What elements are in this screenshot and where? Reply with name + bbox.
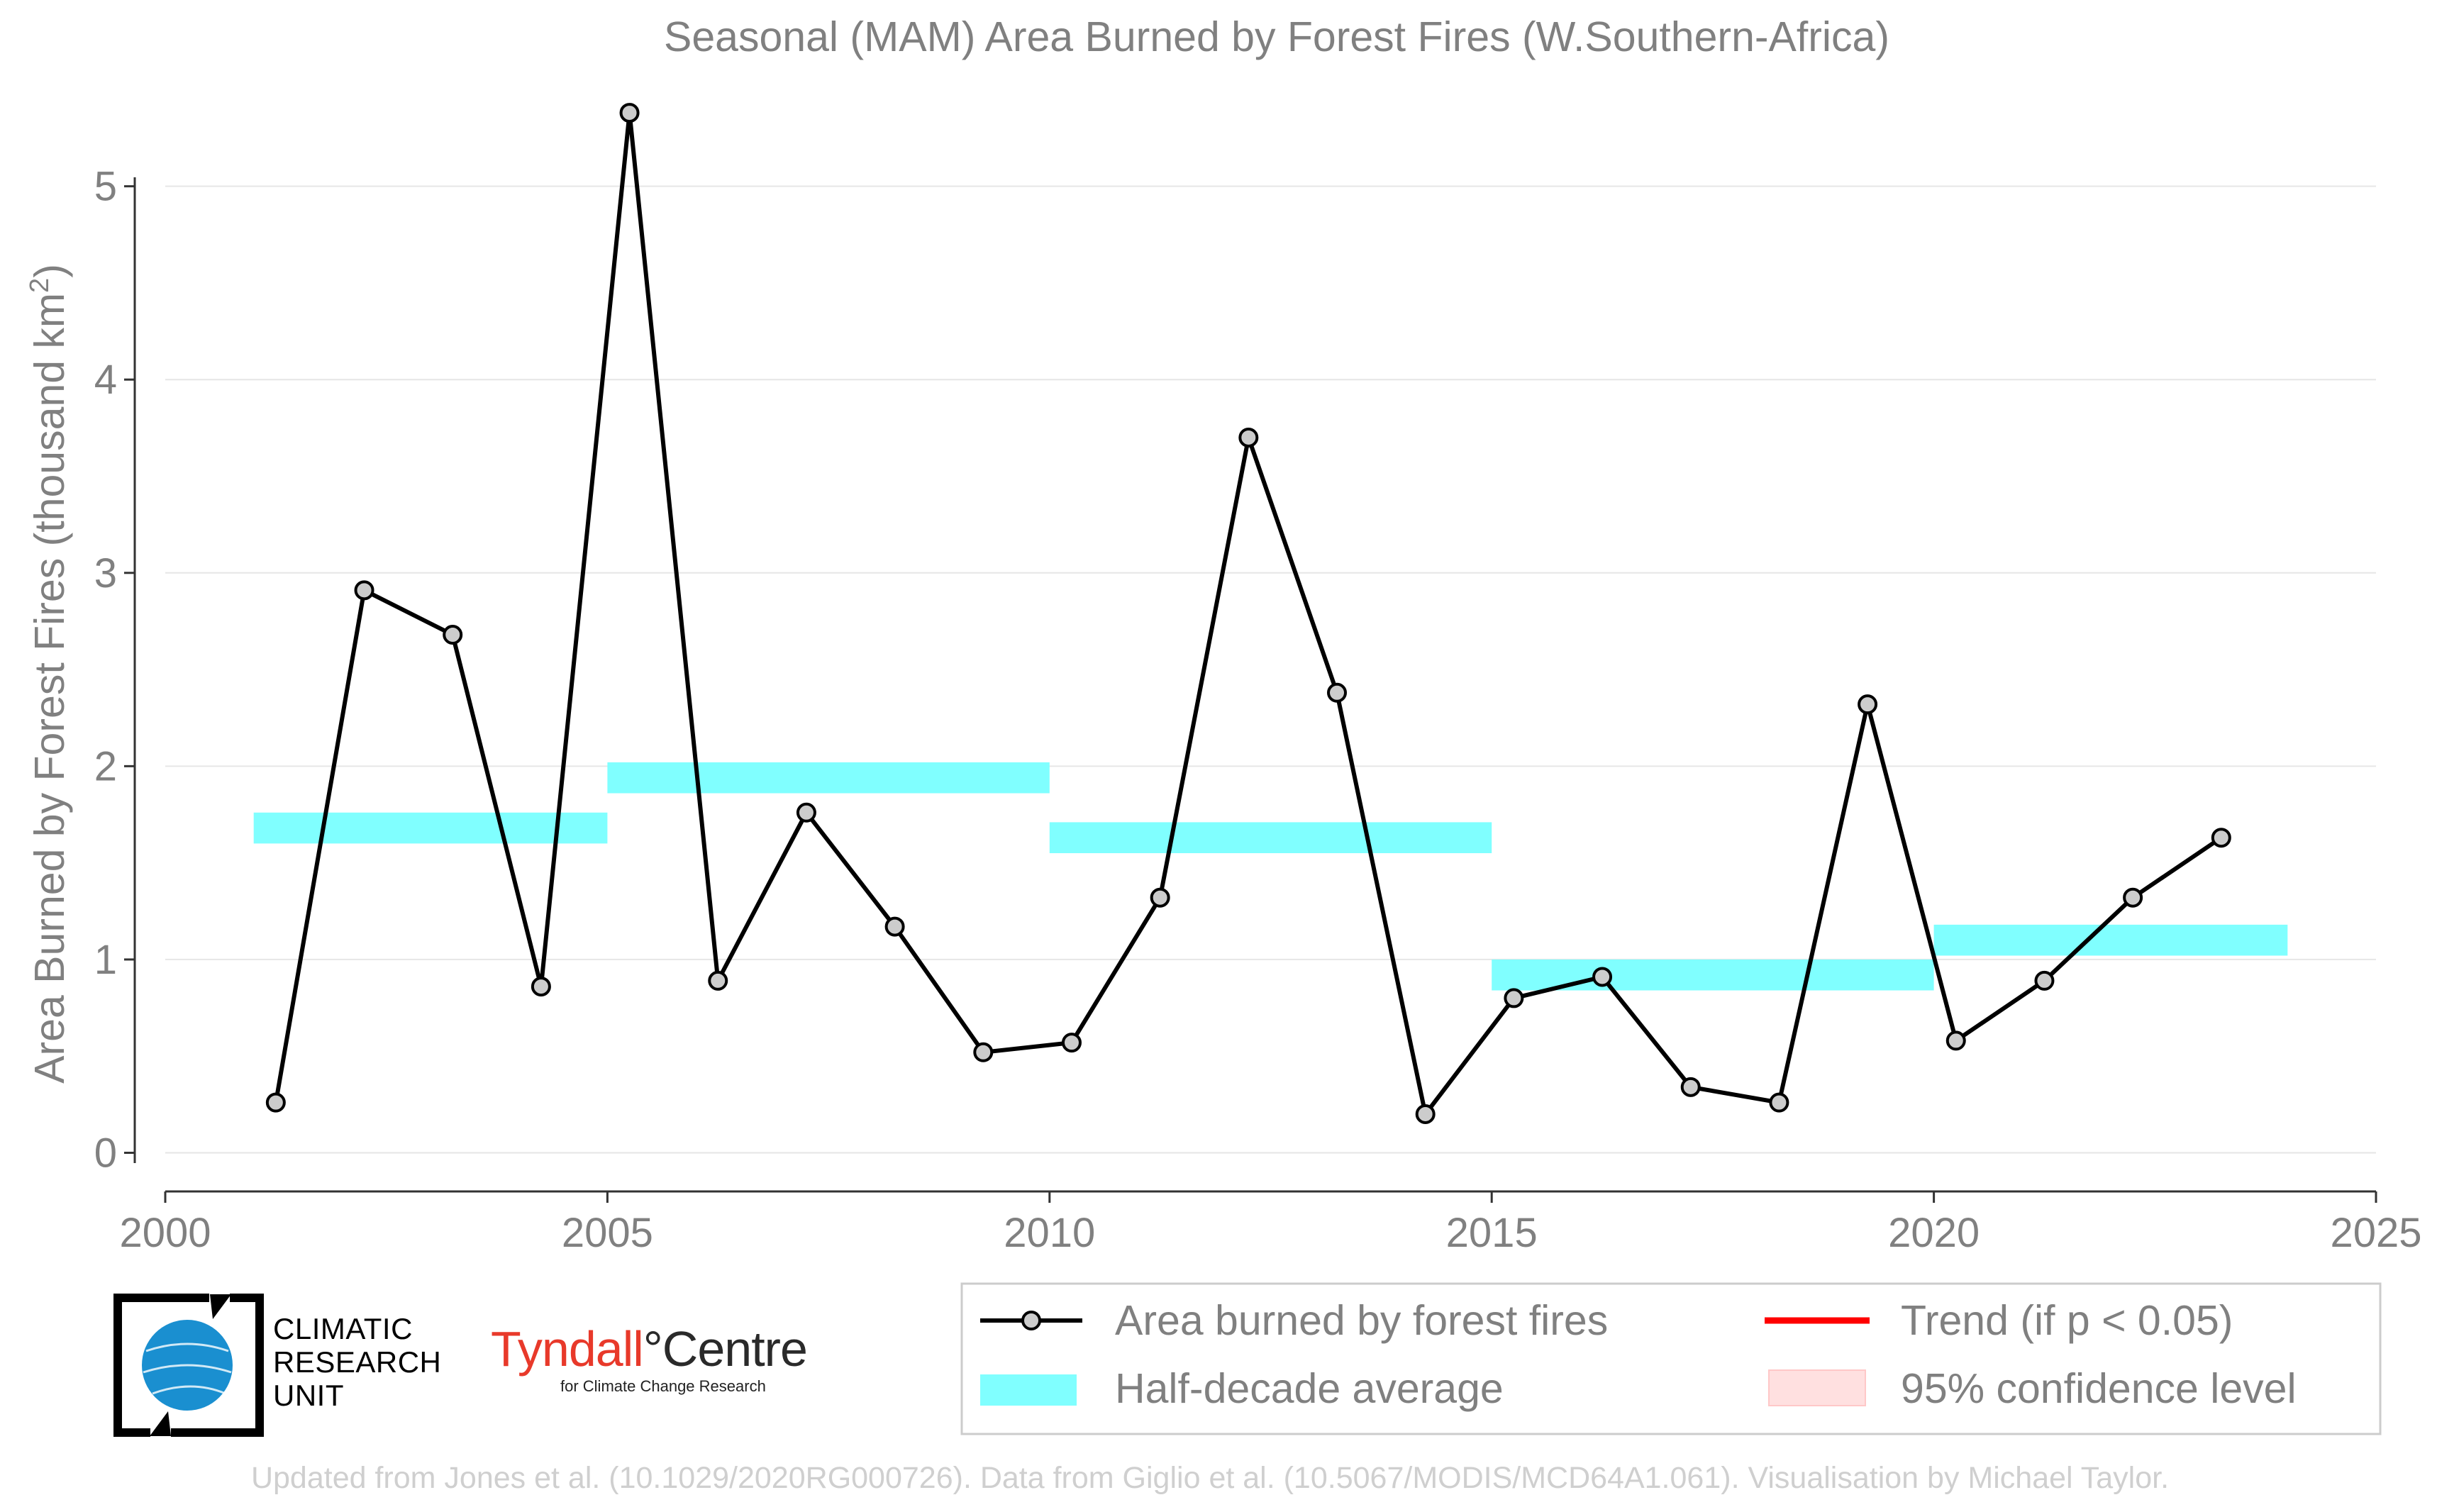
data-point <box>884 916 905 937</box>
globe-icon-lines <box>143 1343 232 1395</box>
legend-label-confidence: 95% confidence level <box>1901 1365 2297 1412</box>
y-tick-label: 0 <box>94 1130 117 1176</box>
y-ticks: 0 1 2 3 4 5 <box>94 164 135 1176</box>
legend-swatch-confidence <box>1768 1369 1866 1406</box>
x-tick-label: 2010 <box>1004 1210 1095 1256</box>
x-tick-label: 2025 <box>2330 1210 2421 1256</box>
y-tick-label: 3 <box>94 550 117 596</box>
y-axis-label: Area Burned by Forest Fires (thousand km… <box>25 264 73 1084</box>
tyndall-centre: Centre <box>662 1321 808 1377</box>
tyndall-degree: ° <box>643 1321 663 1377</box>
x-tick-label: 2020 <box>1888 1210 1980 1256</box>
data-point <box>1327 682 1348 703</box>
data-point <box>796 802 816 823</box>
tyndall-name: Tyndall <box>491 1321 644 1377</box>
data-point <box>1592 967 1613 987</box>
chart-title: Seasonal (MAM) Area Burned by Forest Fir… <box>664 13 1889 60</box>
cru-logo-slash-top <box>210 1294 231 1319</box>
half-decade-band <box>607 762 1050 794</box>
x-tick-label: 2005 <box>562 1210 653 1256</box>
data-point <box>1680 1077 1701 1097</box>
data-point <box>354 580 374 601</box>
half-decade-band <box>1933 924 2288 956</box>
data-point <box>1238 427 1259 448</box>
y-axis-label-sup: 2 <box>25 278 55 293</box>
half-decade-band <box>253 812 608 844</box>
data-point <box>708 970 728 991</box>
grid-lines <box>165 185 2376 1154</box>
cru-logo-slash-bottom <box>150 1411 171 1436</box>
data-point <box>1769 1092 1789 1113</box>
data-point <box>1415 1104 1436 1124</box>
x-tick-label: 2000 <box>119 1210 211 1256</box>
data-point <box>1858 694 1878 715</box>
data-point <box>1061 1033 1082 1053</box>
legend: Area burned by forest fires Half-decade … <box>960 1282 2382 1435</box>
tyndall-subtitle: for Climate Change Research <box>560 1377 766 1395</box>
y-axis-label-main: Area Burned by Forest Fires (thousand km <box>26 293 73 1084</box>
data-point <box>1504 988 1524 1008</box>
credit-line: Updated from Jones et al. (10.1029/2020R… <box>251 1461 2169 1495</box>
cru-logo-text: CLIMATIC RESEARCH UNIT <box>273 1312 441 1412</box>
legend-box <box>960 1282 2382 1435</box>
y-tick-label: 1 <box>94 937 117 983</box>
half-decade-band <box>1049 822 1492 854</box>
data-point <box>443 625 463 645</box>
data-point <box>2123 887 2143 908</box>
cru-logo-frame <box>113 1294 264 1437</box>
data-point <box>1150 887 1170 908</box>
y-axis-label-close: ) <box>26 264 73 278</box>
data-point <box>531 977 551 997</box>
data-point <box>619 103 640 123</box>
cru-line-1: CLIMATIC <box>273 1312 413 1345</box>
data-point <box>1945 1030 1966 1051</box>
data-point <box>973 1042 994 1062</box>
legend-label-half-decade: Half-decade average <box>1115 1365 1504 1412</box>
legend-label-fires: Area burned by forest fires <box>1115 1297 1608 1344</box>
data-point <box>265 1092 286 1113</box>
half-decade-bands <box>253 762 2288 991</box>
legend-swatch-half-decade <box>980 1374 1077 1406</box>
cru-logo <box>113 1294 264 1437</box>
tyndall-logo: Tyndall°Centre <box>491 1321 808 1377</box>
y-tick-label: 2 <box>94 743 117 789</box>
data-point <box>2211 828 2231 848</box>
y-tick-label: 5 <box>94 164 117 210</box>
legend-label-trend: Trend (if p < 0.05) <box>1901 1297 2233 1344</box>
x-tick-label: 2015 <box>1446 1210 1538 1256</box>
series-points <box>265 103 2231 1124</box>
cru-line-2: RESEARCH <box>273 1345 442 1379</box>
y-tick-label: 4 <box>94 357 117 403</box>
x-ticks: 2000 2005 2010 2015 2020 2025 <box>119 1191 2422 1256</box>
legend-swatch-fires-marker <box>1021 1311 1041 1330</box>
data-point <box>2034 970 2055 991</box>
cru-line-3: UNIT <box>273 1379 344 1412</box>
